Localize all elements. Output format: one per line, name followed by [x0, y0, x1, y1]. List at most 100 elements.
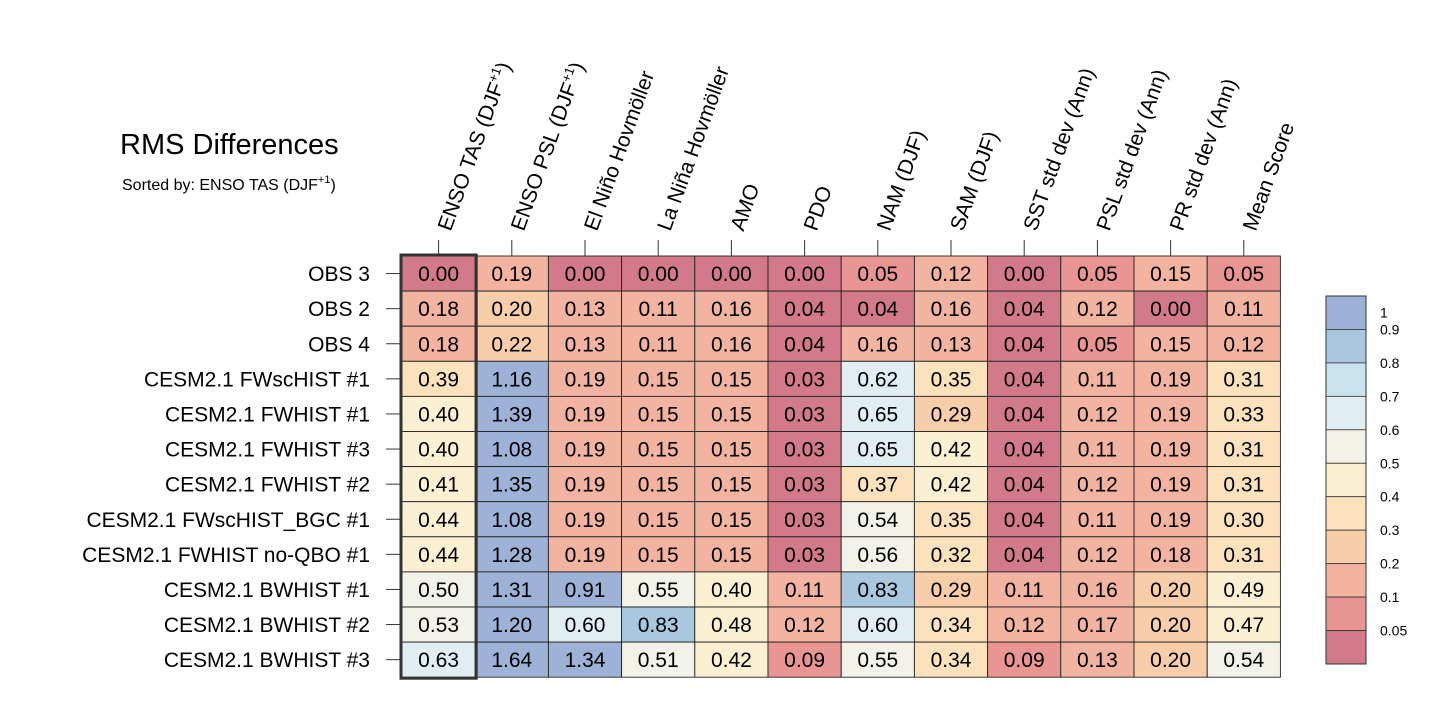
cell-value-label: 0.03 — [784, 509, 825, 532]
column-label-text: SAM (DJF) — [946, 128, 1003, 233]
cell-value-label: 0.15 — [1150, 333, 1191, 356]
heatmap-cell — [694, 325, 769, 362]
cell-value-label: 1.34 — [565, 649, 606, 672]
cell-value-label: 0.29 — [931, 403, 972, 426]
cell-value-label: 0.00 — [565, 263, 606, 286]
heatmap-cell — [1133, 501, 1208, 538]
heatmap-cell — [1060, 571, 1135, 608]
cell-value-label: 0.83 — [638, 614, 679, 637]
heatmap-cell — [694, 501, 769, 538]
heatmap-cell — [547, 536, 623, 573]
cell-value-label: 0.49 — [1223, 579, 1264, 602]
heatmap-cell — [621, 466, 696, 503]
cell-value-label: 0.17 — [1077, 614, 1118, 637]
column-label: Mean Score — [1239, 119, 1299, 233]
cell-value-label: 0.11 — [639, 333, 678, 356]
heatmap-cell — [1206, 606, 1281, 643]
cell-value-label: 0.05 — [1077, 263, 1118, 286]
column-label: SST std dev (Ann) — [1019, 65, 1099, 234]
cell-value-label: 0.11 — [1078, 439, 1117, 462]
heatmap-cell — [547, 501, 623, 538]
heatmap-cell — [547, 360, 623, 397]
row-label: CESM2.1 FWHIST #1 — [165, 403, 370, 426]
cell-value-label: 0.42 — [931, 439, 972, 462]
heatmap-cell — [1060, 255, 1135, 292]
cell-value-label: 0.56 — [857, 544, 898, 567]
cell-value-label: 0.62 — [857, 368, 898, 391]
cell-value-label: 0.04 — [1004, 474, 1045, 497]
cell-value-label: 0.00 — [1004, 263, 1045, 286]
colorbar-tick-label: 1 — [1380, 305, 1388, 321]
cell-value-label: 0.39 — [418, 368, 459, 391]
cell-value-label: 0.20 — [1150, 649, 1191, 672]
colorbar-tick-label: 0.7 — [1380, 388, 1400, 404]
heatmap-cell — [767, 641, 842, 678]
heatmap-cell — [913, 606, 989, 643]
heatmap-cell — [840, 606, 915, 643]
column-label-superscript: +1 — [485, 65, 504, 84]
heatmap-cell — [401, 606, 476, 643]
cell-value-label: 0.04 — [1004, 439, 1045, 462]
heatmap-cell — [1133, 641, 1208, 678]
cell-value-label: 0.54 — [1223, 649, 1264, 672]
colorbar-frame — [1325, 295, 1367, 665]
heatmap-cell — [694, 641, 769, 678]
column-label-text: El Niño Hovmöller — [580, 68, 659, 234]
heatmap-cell — [547, 325, 623, 362]
colorbar-swatch — [1325, 329, 1367, 364]
cell-value-label: 0.53 — [418, 614, 459, 637]
heatmap-cell — [840, 501, 915, 538]
heatmap-cell — [694, 395, 769, 432]
column-label-text: SST std dev (Ann) — [1019, 65, 1099, 234]
heatmap-cell — [767, 606, 842, 643]
cell-value-label: 0.19 — [565, 544, 606, 567]
cell-value-label: 0.42 — [711, 649, 752, 672]
heatmap-cell — [1133, 606, 1208, 643]
heatmap-cell — [1133, 395, 1208, 432]
heatmap-cell — [547, 466, 623, 503]
heatmap-cell — [401, 360, 476, 397]
colorbar-swatch — [1325, 630, 1367, 665]
heatmap-cell — [1133, 571, 1208, 608]
heatmap-cell — [547, 606, 623, 643]
heatmap-cell — [840, 290, 915, 327]
cell-value-label: 0.91 — [565, 579, 606, 602]
cell-value-label: 0.00 — [1150, 298, 1191, 321]
heatmap-cell — [840, 325, 915, 362]
cell-value-label: 1.39 — [491, 403, 532, 426]
column-labels: ENSO TAS (DJF+1)ENSO PSL (DJF+1)El Niño … — [434, 59, 1299, 256]
row-label: CESM2.1 FWHIST no-QBO #1 — [82, 544, 370, 567]
cell-value-label: 0.12 — [1077, 544, 1118, 567]
cell-value-label: 0.03 — [784, 439, 825, 462]
colorbar-swatch — [1325, 596, 1367, 631]
heatmap-cell — [840, 571, 915, 608]
cell-value-label: 0.04 — [1004, 544, 1045, 567]
heatmap-cell — [840, 395, 915, 432]
column-label-text: Mean Score — [1239, 119, 1299, 233]
cell-value-label: 0.19 — [491, 263, 532, 286]
cell-value-label: 0.12 — [1004, 614, 1045, 637]
cell-value-label: 0.40 — [418, 403, 459, 426]
heatmap-cell — [1206, 255, 1281, 292]
colorbar-swatch — [1325, 529, 1367, 565]
cell-value-label: 0.13 — [565, 298, 606, 321]
cell-value-label: 1.64 — [491, 649, 532, 672]
cell-value-label: 0.19 — [565, 368, 606, 391]
cell-value-label: 0.18 — [418, 333, 459, 356]
cell-value-label: 0.83 — [857, 579, 898, 602]
heatmap-cell — [913, 395, 989, 432]
row-label: OBS 2 — [308, 298, 370, 321]
heatmap-cell — [401, 536, 476, 573]
cell-value-label: 0.11 — [1078, 509, 1117, 532]
cell-value-label: 0.15 — [638, 368, 679, 391]
colorbar-tick-label: 0.1 — [1380, 589, 1400, 605]
heatmap-cell — [767, 431, 842, 468]
cell-value-label: 0.11 — [1005, 579, 1044, 602]
cell-value-label: 0.11 — [639, 298, 678, 321]
cell-value-label: 0.04 — [1004, 509, 1045, 532]
cell-value-label: 0.55 — [857, 649, 898, 672]
colorbar-tick-label: 0.4 — [1380, 489, 1400, 505]
column-label-text: La Niña Hovmöller — [653, 64, 734, 234]
heatmap-cell — [474, 466, 549, 503]
heatmap-cell — [401, 395, 476, 432]
